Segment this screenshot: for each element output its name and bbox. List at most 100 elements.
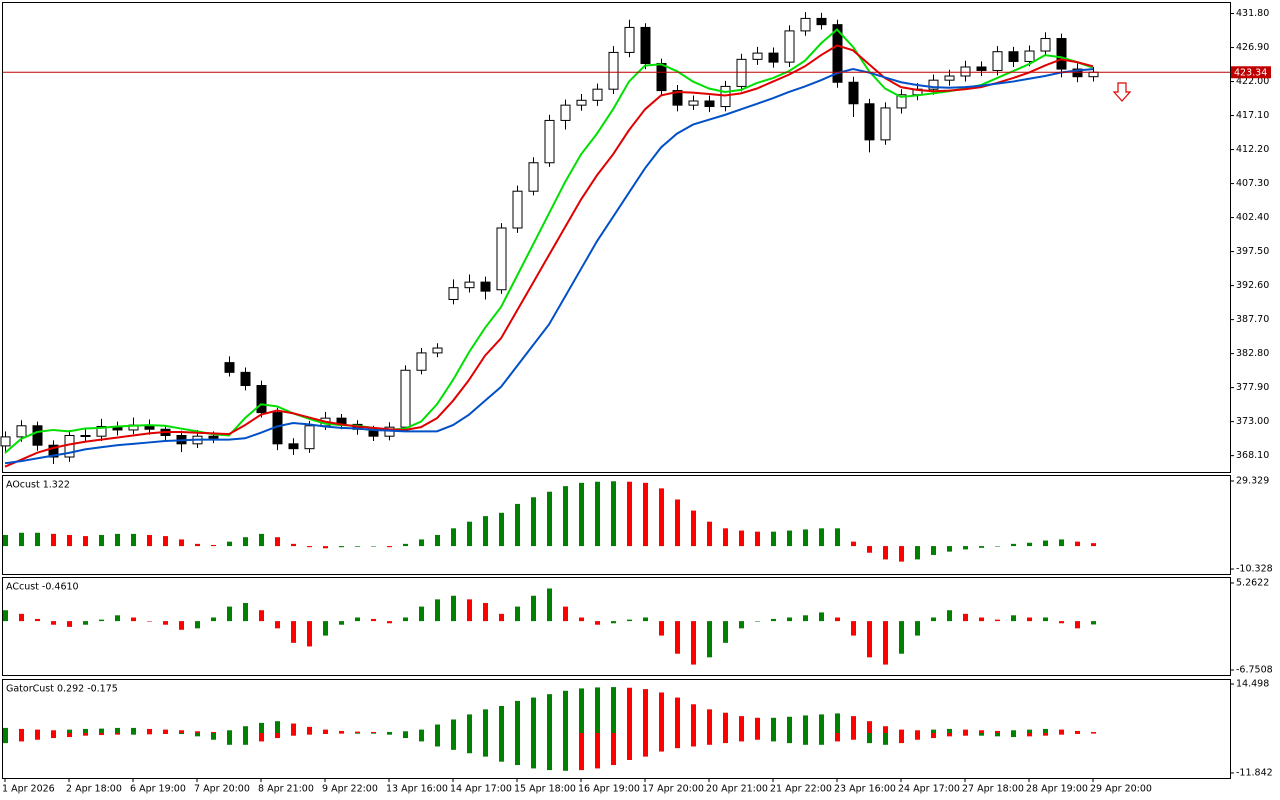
- histogram-bar: [723, 712, 728, 733]
- histogram-bar: [515, 606, 520, 622]
- histogram-bar: [707, 732, 712, 745]
- x-tick-label: 24 Apr 17:00: [898, 784, 960, 795]
- current-price-label: 423.34: [1234, 67, 1267, 78]
- histogram-bar: [739, 621, 744, 629]
- histogram-bar: [259, 722, 264, 733]
- x-tick-label: 28 Apr 19:00: [1026, 784, 1088, 795]
- histogram-bar: [387, 546, 392, 548]
- candle-body: [944, 75, 955, 81]
- histogram-bar: [915, 546, 920, 560]
- histogram-bar: [83, 732, 88, 736]
- histogram-bar: [243, 732, 248, 745]
- histogram-bar: [595, 687, 600, 733]
- histogram-bar: [419, 539, 424, 547]
- histogram-bar: [483, 516, 488, 547]
- histogram-bar: [99, 732, 104, 736]
- candle-body: [672, 90, 683, 106]
- histogram-bar: [979, 732, 984, 736]
- histogram-bar: [579, 688, 584, 733]
- histogram-bar: [243, 537, 248, 547]
- histogram-bar: [1027, 542, 1032, 547]
- histogram-bar: [835, 617, 840, 622]
- histogram-bar: [851, 621, 856, 636]
- histogram-bar: [451, 719, 456, 733]
- candle-body: [1072, 68, 1083, 78]
- y-tick-label: 412.20: [1236, 144, 1269, 155]
- candle-body: [640, 26, 651, 65]
- histogram-bar: [435, 534, 440, 547]
- histogram-bar: [67, 621, 72, 627]
- histogram-bar: [371, 546, 376, 547]
- candle-body: [304, 425, 315, 450]
- candle-body: [496, 227, 507, 291]
- histogram-bar: [611, 687, 616, 733]
- histogram-bar: [963, 546, 968, 550]
- histogram-bar: [419, 729, 424, 733]
- x-tick-label: 15 Apr 18:00: [514, 784, 576, 795]
- histogram-bar: [947, 732, 952, 737]
- histogram-bar: [611, 732, 616, 766]
- candle-body: [224, 362, 235, 373]
- histogram-bar: [451, 528, 456, 547]
- histogram-bar: [931, 617, 936, 622]
- histogram-bar: [867, 721, 872, 733]
- y-tick-label: 426.90: [1236, 42, 1269, 53]
- histogram-bar: [19, 732, 24, 742]
- histogram-bar: [243, 726, 248, 733]
- candle-body: [768, 52, 779, 63]
- histogram-bar: [707, 709, 712, 733]
- histogram-bar: [755, 717, 760, 733]
- x-tick-label: 7 Apr 20:00: [194, 784, 250, 795]
- moving-average-line: [4, 44, 1094, 468]
- histogram-bar: [211, 731, 216, 733]
- x-tick-label: 16 Apr 19:00: [578, 784, 640, 795]
- histogram-bar: [851, 716, 856, 733]
- candle-body: [448, 287, 459, 300]
- histogram-bar: [131, 533, 136, 547]
- candle-body: [832, 24, 843, 83]
- histogram-bar: [291, 732, 296, 736]
- candle-body: [752, 52, 763, 60]
- histogram-bar: [947, 728, 952, 733]
- y-tick-label: 5.2622: [1236, 577, 1269, 588]
- histogram-bar: [867, 732, 872, 744]
- histogram-bar: [291, 621, 296, 643]
- y-tick-label: 431.80: [1236, 8, 1269, 19]
- y-tick-label: -6.7508: [1236, 665, 1273, 676]
- histogram-bar: [51, 732, 56, 739]
- histogram-bar: [51, 533, 56, 547]
- histogram-bar: [115, 615, 120, 622]
- histogram-bar: [515, 732, 520, 766]
- candle-body: [992, 51, 1003, 71]
- gator-title: GatorCust 0.292 -0.175: [6, 684, 118, 695]
- histogram-bar: [99, 619, 104, 622]
- histogram-bar: [227, 732, 232, 745]
- candle-body: [928, 79, 939, 90]
- x-tick-label: 9 Apr 22:00: [322, 784, 378, 795]
- histogram-bar: [851, 541, 856, 547]
- histogram-bar: [915, 730, 920, 733]
- y-tick-label: -10.328: [1236, 564, 1273, 575]
- histogram-bar: [563, 690, 568, 733]
- histogram-bar: [179, 621, 184, 630]
- candle-body: [48, 444, 59, 458]
- histogram-bar: [163, 621, 168, 625]
- histogram-bar: [211, 617, 216, 622]
- histogram-bar: [339, 732, 344, 734]
- histogram-bar: [1043, 617, 1048, 622]
- histogram-bar: [403, 543, 408, 547]
- histogram-bar: [643, 689, 648, 733]
- candle-body: [864, 103, 875, 141]
- histogram-bar: [851, 732, 856, 740]
- histogram-bar: [323, 546, 328, 549]
- histogram-bar: [691, 704, 696, 733]
- histogram-bar: [483, 732, 488, 757]
- candle-body: [1040, 38, 1051, 52]
- candle-body: [880, 107, 891, 141]
- histogram-bar: [467, 732, 472, 754]
- histogram-bar: [1011, 730, 1016, 733]
- histogram-bar: [387, 732, 392, 735]
- histogram-bar: [531, 595, 536, 622]
- histogram-bar: [387, 621, 392, 624]
- candle-body: [432, 347, 443, 354]
